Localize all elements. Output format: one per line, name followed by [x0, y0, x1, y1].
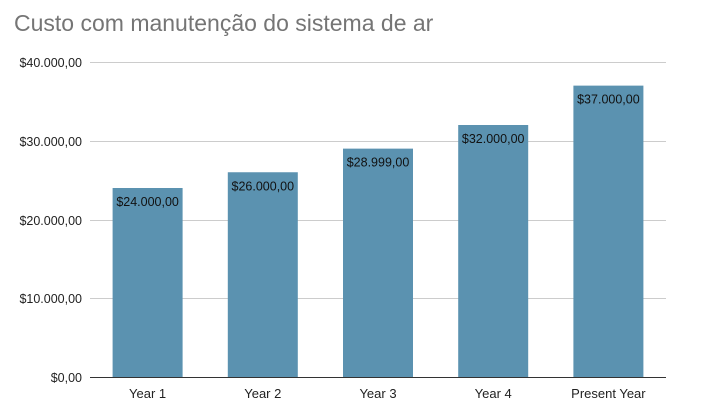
- x-tick-label: Year 4: [475, 386, 512, 401]
- bar: [573, 85, 644, 377]
- y-tick-label: $10.000,00: [19, 292, 82, 306]
- bars: [112, 85, 644, 377]
- y-tick-label: $0,00: [51, 371, 82, 385]
- bar: [227, 172, 298, 377]
- x-tick-label: Year 2: [244, 386, 281, 401]
- bar: [458, 125, 529, 377]
- bar: [343, 148, 413, 377]
- x-tick-label: Present Year: [571, 386, 646, 401]
- chart-title: Custo com manutenção do sistema de ar: [14, 10, 434, 36]
- bar: [112, 188, 183, 377]
- y-tick-label: $40.000,00: [19, 56, 82, 70]
- x-tick-label: Year 3: [359, 386, 396, 401]
- x-tick-label: Year 1: [129, 386, 166, 401]
- data-label: $24.000,00: [116, 195, 179, 209]
- data-labels: $24.000,00 $26.000,00 $28.999,00 $32.000,00…: [116, 93, 639, 209]
- data-label: $26.000,00: [232, 179, 295, 193]
- y-tick-label: $30.000,00: [19, 135, 82, 149]
- data-label: $37.000,00: [577, 93, 640, 107]
- x-axis-category-labels: Year 1 Year 2 Year 3 Year 4 Present Year: [129, 386, 646, 401]
- data-label: $28.999,00: [347, 156, 410, 170]
- data-label: $32.000,00: [462, 132, 525, 146]
- y-axis-tick-labels: $0,00 $10.000,00 $20.000,00 $30.000,00 $40.0…: [19, 56, 82, 385]
- y-tick-label: $20.000,00: [19, 214, 82, 228]
